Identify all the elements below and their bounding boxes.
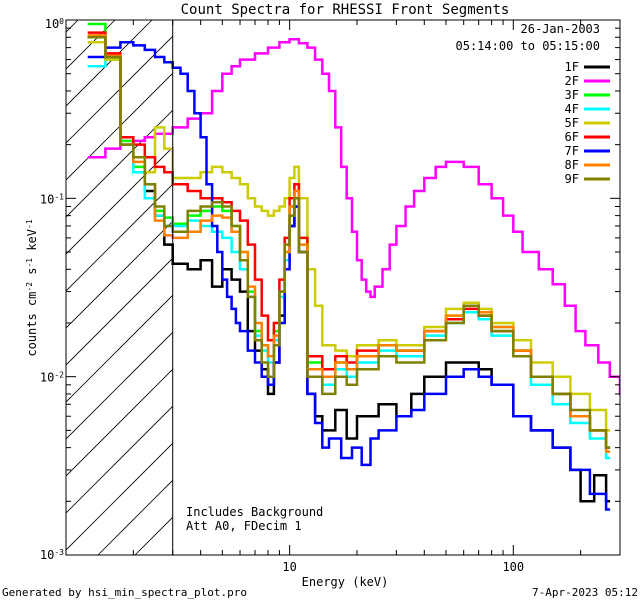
axis-ticks	[65, 19, 621, 556]
hatch-line	[66, 257, 173, 366]
hatch-line	[66, 20, 153, 107]
y-axis-label: counts cm-2 s-1 keV-1	[25, 219, 40, 356]
legend-label-6F: 6F	[565, 130, 579, 144]
annotation-attenuator: Att A0, FDecim 1	[186, 519, 302, 533]
footer-timestamp: 7-Apr-2023 05:12	[532, 586, 638, 599]
hatch-line	[66, 72, 173, 181]
hatch-line	[66, 183, 173, 292]
legend-label-3F: 3F	[565, 88, 579, 102]
hatch-line	[66, 20, 116, 70]
series-line-9F	[87, 36, 611, 449]
legend-label-7F: 7F	[565, 144, 579, 158]
hatch-line	[66, 368, 173, 477]
plot-frame	[65, 19, 621, 556]
legend-label-9F: 9F	[565, 172, 579, 186]
footer-generator: Generated by hsi_min_spectra_plot.pro	[2, 586, 247, 599]
hatched-region	[0, 20, 173, 555]
legend-label-5F: 5F	[565, 116, 579, 130]
annotation-background: Includes Background	[186, 505, 323, 519]
y-tick-label: 10-3	[40, 548, 64, 563]
series-line-4F	[87, 58, 611, 460]
chart-title: Count Spectra for RHESSI Front Segments	[181, 2, 510, 18]
x-tick-labels: 10 100	[282, 560, 524, 574]
y-tick-label: 10-2	[40, 370, 64, 385]
series-line-2F	[87, 37, 620, 396]
hatch-line	[66, 442, 173, 551]
hatch-line	[66, 220, 173, 329]
series-line-7F	[87, 41, 611, 511]
y-tick-label: 10-1	[40, 192, 64, 207]
x-axis-label: Energy (keV)	[302, 575, 389, 589]
x-tick-label: 100	[502, 560, 524, 574]
x-tick-label: 10	[282, 560, 296, 574]
hatch-line	[66, 331, 173, 440]
time-range-label: 05:14:00 to 05:15:00	[456, 39, 601, 53]
date-label: 26-Jan-2003	[521, 22, 600, 36]
legend-label-8F: 8F	[565, 158, 579, 172]
svg-text:counts cm-2 s-1 keV-1: counts cm-2 s-1 keV-1	[25, 219, 40, 356]
plot-series	[87, 22, 620, 511]
legend-label-2F: 2F	[565, 74, 579, 88]
hatch-line	[66, 405, 173, 514]
hatch-line	[66, 35, 173, 144]
legend-label-1F: 1F	[565, 60, 579, 74]
y-tick-label: 100	[45, 17, 64, 32]
legend-label-4F: 4F	[565, 102, 579, 116]
hatch-line	[0, 20, 41, 555]
series-line-1F	[87, 36, 611, 503]
y-tick-labels: 100 10-1 10-2 10-3	[40, 17, 64, 563]
